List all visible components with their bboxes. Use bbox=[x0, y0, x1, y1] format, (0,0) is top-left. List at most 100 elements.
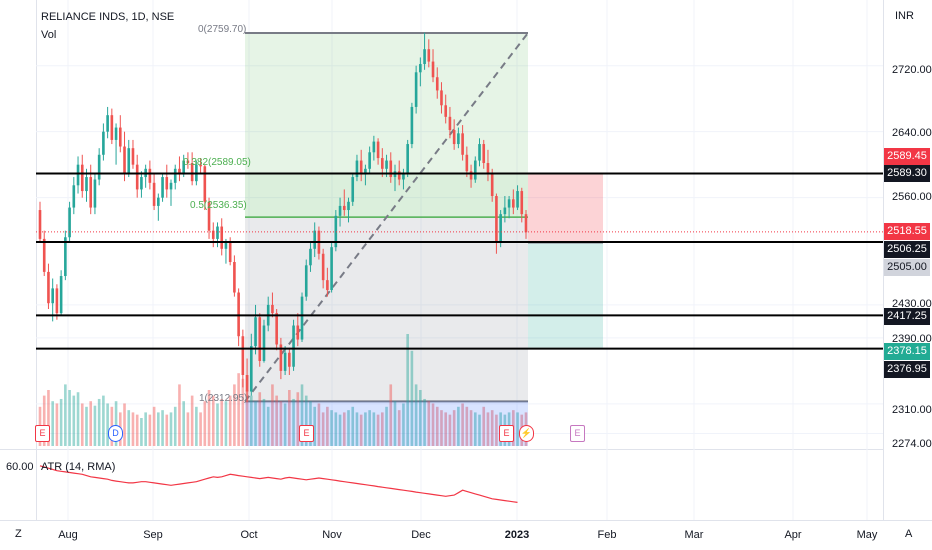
candle-body bbox=[114, 127, 118, 140]
volume-bar bbox=[461, 403, 464, 446]
candle-body bbox=[427, 49, 431, 62]
candle-body bbox=[173, 168, 177, 183]
time-axis-label: Apr bbox=[784, 529, 802, 541]
candle-body bbox=[448, 116, 452, 131]
candle-body bbox=[279, 344, 283, 371]
volume-bar bbox=[216, 403, 219, 446]
candle-body bbox=[465, 154, 469, 172]
volume-bar bbox=[381, 412, 384, 446]
auto-scale-button[interactable]: A bbox=[905, 528, 913, 540]
candle-body bbox=[524, 214, 528, 233]
fib-label-05: 0.5(2536.35) bbox=[190, 200, 247, 211]
time-axis-label: Mar bbox=[684, 529, 704, 541]
candle-body bbox=[372, 141, 376, 153]
candle-body bbox=[102, 131, 105, 155]
earnings-event-icon[interactable]: E bbox=[499, 425, 514, 442]
candle-body bbox=[490, 172, 494, 197]
volume-bar bbox=[254, 401, 257, 446]
candle-body bbox=[228, 243, 232, 263]
volume-bar bbox=[135, 414, 139, 446]
price-tag-target[interactable]: 2378.15 bbox=[884, 343, 930, 360]
dividend-event-icon[interactable]: D bbox=[108, 425, 123, 442]
candle-body bbox=[72, 185, 76, 208]
price-tag-level[interactable]: 2417.25 bbox=[884, 308, 930, 325]
candle-body bbox=[275, 313, 278, 345]
candle-body bbox=[165, 177, 169, 190]
volume-bar bbox=[127, 410, 131, 446]
volume-bar bbox=[262, 398, 266, 446]
candle-body bbox=[503, 207, 507, 215]
volume-bar bbox=[516, 412, 519, 446]
volume-bar bbox=[376, 414, 380, 446]
volume-bar bbox=[42, 395, 46, 446]
volume-bar bbox=[173, 406, 177, 446]
future-earnings-icon[interactable]: E bbox=[570, 425, 585, 442]
volume-highlight-zone bbox=[245, 401, 528, 446]
time-axis-label: Feb bbox=[597, 529, 617, 541]
volume-bar bbox=[288, 390, 291, 446]
volume-bar bbox=[334, 412, 338, 446]
price-tag-level[interactable]: 2506.25 bbox=[884, 241, 930, 258]
earnings-event-icon[interactable]: E bbox=[299, 425, 314, 442]
candle-body bbox=[186, 160, 190, 164]
volume-bar bbox=[233, 384, 236, 446]
price-tag-entry[interactable]: 2505.00 bbox=[884, 259, 930, 276]
price-axis-label: 2640.00 bbox=[892, 127, 932, 139]
volume-bar bbox=[402, 403, 405, 446]
atr-label[interactable]: ATR (14, RMA) bbox=[41, 461, 116, 473]
candle-body bbox=[140, 177, 143, 190]
volume-bar bbox=[326, 406, 329, 446]
volume-bar bbox=[55, 403, 59, 446]
candle-body bbox=[520, 191, 524, 215]
position-target-zone bbox=[528, 243, 603, 348]
time-axis-label: Sep bbox=[143, 529, 163, 541]
volume-bar bbox=[444, 412, 448, 446]
candle-body bbox=[249, 346, 253, 392]
volume-bar bbox=[490, 410, 494, 446]
price-axis-label: 2560.00 bbox=[892, 191, 932, 203]
volume-bar bbox=[80, 403, 84, 446]
volume-bar bbox=[228, 395, 232, 446]
volume-bar bbox=[275, 395, 278, 446]
fib-label-0: 0(2759.70) bbox=[198, 24, 247, 35]
price-tag-stop[interactable]: 2589.45 bbox=[884, 148, 930, 165]
candle-body bbox=[406, 144, 409, 173]
time-axis-label: Oct bbox=[240, 529, 258, 541]
candle-body bbox=[89, 177, 93, 208]
candle-body bbox=[292, 325, 295, 367]
candle-body bbox=[169, 182, 173, 190]
candle-body bbox=[355, 160, 359, 178]
fib-zone-middle bbox=[245, 173, 528, 218]
volume-label[interactable]: Vol bbox=[41, 29, 57, 41]
symbol-title[interactable]: RELIANCE INDS, 1D, NSE bbox=[41, 11, 175, 23]
candle-body bbox=[237, 292, 240, 337]
timezone-button[interactable]: Z bbox=[15, 528, 22, 540]
volume-bar bbox=[317, 403, 321, 446]
volume-bar bbox=[435, 406, 439, 446]
candle-body bbox=[376, 141, 380, 159]
split-event-icon[interactable]: ⚡ bbox=[519, 425, 534, 442]
volume-bar bbox=[89, 401, 93, 446]
volume-bar bbox=[207, 390, 211, 446]
candle-body bbox=[469, 171, 473, 180]
candle-body bbox=[97, 154, 101, 180]
time-axis-label: 2023 bbox=[504, 529, 530, 541]
price-tag-last[interactable]: 2518.55 bbox=[884, 223, 930, 240]
earnings-event-icon[interactable]: E bbox=[35, 425, 50, 442]
price-tag-level[interactable]: 2376.95 bbox=[884, 361, 930, 378]
candle-body bbox=[211, 230, 215, 239]
candle-body bbox=[135, 164, 139, 190]
volume-bar bbox=[448, 414, 452, 446]
candle-body bbox=[385, 160, 388, 169]
candle-body bbox=[80, 164, 84, 192]
time-axis-label: Nov bbox=[322, 529, 342, 541]
atr-scale-label: 60.00 bbox=[6, 461, 34, 473]
volume-bar bbox=[165, 414, 169, 446]
price-tag-level[interactable]: 2589.30 bbox=[884, 165, 930, 182]
candle-body bbox=[254, 317, 257, 347]
currency-label: INR bbox=[895, 10, 914, 22]
volume-bar bbox=[457, 406, 460, 446]
volume-bar bbox=[283, 403, 287, 446]
